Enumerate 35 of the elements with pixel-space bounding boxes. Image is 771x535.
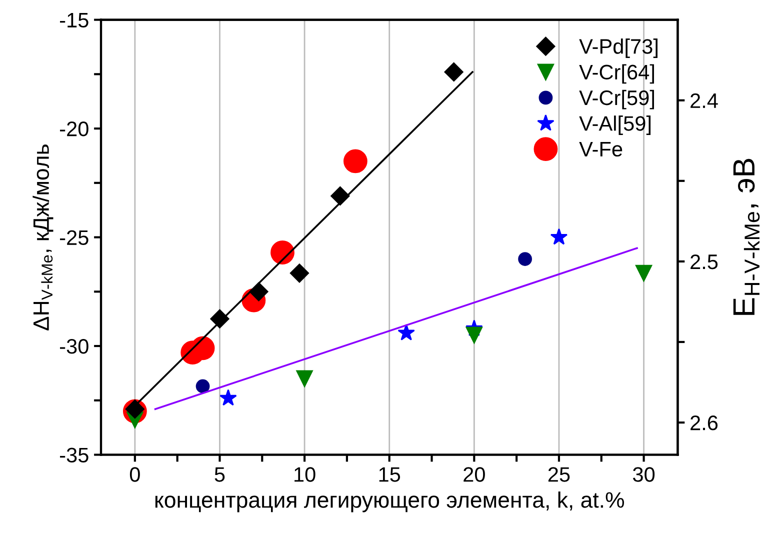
point (196, 379, 210, 394)
x-tick-label: 25 (548, 467, 570, 482)
y2-axis-title: E$_{H-V-kMe}$, эВ (733, 158, 760, 315)
y2-tick-label: 2.5 (690, 254, 718, 270)
point (466, 326, 482, 344)
y-tick-label: -35 (60, 448, 88, 463)
y2-tick-label: 2.6 (690, 416, 718, 430)
y-tick-label: -25 (60, 230, 88, 246)
point (296, 370, 313, 387)
point (635, 264, 652, 282)
x-tick-label: 20 (464, 467, 485, 482)
x-tick-label: 5 (214, 467, 225, 482)
y-tick-label: -15 (60, 13, 88, 28)
legend-label: V-Pd[73] (579, 38, 658, 58)
y2-tick-label: 2.4 (690, 93, 718, 108)
point (518, 252, 532, 266)
y-tick-label: -30 (60, 339, 88, 354)
x-axis-title: концентрация легирующего элемента, k, at.% (155, 492, 624, 512)
point (550, 228, 568, 245)
x-tick-label: 30 (632, 467, 655, 482)
point (343, 149, 368, 174)
legend-label: V-Cr[59] (579, 90, 654, 110)
point (398, 324, 415, 340)
x-tick-label: 10 (294, 467, 316, 482)
legend-label: V-Al[59] (579, 116, 651, 135)
legend-label: V-Fe (579, 142, 622, 157)
y-tick-label: -20 (60, 122, 88, 136)
point (290, 264, 309, 283)
x-tick-label: 0 (130, 467, 140, 482)
point (220, 389, 237, 406)
point (270, 240, 294, 264)
point (444, 62, 464, 82)
x-tick-label: 15 (379, 467, 400, 482)
y-axis-title: ΔH$_{V-kMe}$, кДж/моль (32, 144, 54, 330)
legend-label: V-Cr[64] (579, 64, 654, 84)
